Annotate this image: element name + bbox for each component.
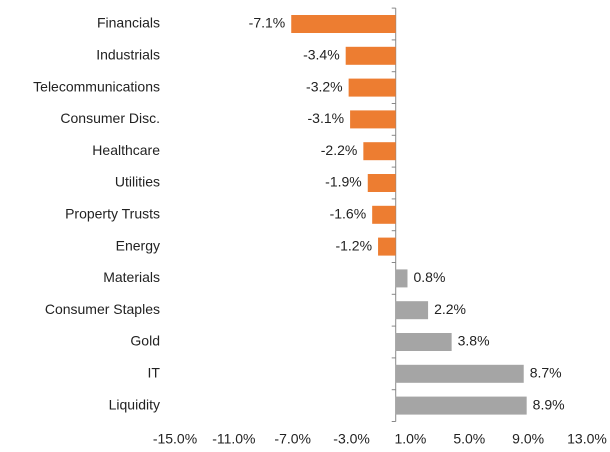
x-tick-label: 5.0% xyxy=(453,431,485,447)
bar xyxy=(350,110,396,129)
bar xyxy=(395,333,452,351)
bar xyxy=(348,78,396,97)
x-tick-label: -11.0% xyxy=(212,431,255,447)
value-label: -1.6% xyxy=(330,206,367,222)
x-tick-label: 1.0% xyxy=(394,431,426,447)
value-label: -2.2% xyxy=(321,142,358,158)
value-label: 0.8% xyxy=(413,269,445,285)
bar xyxy=(367,174,396,192)
category-label: Utilities xyxy=(115,174,160,190)
value-label: -7.1% xyxy=(249,15,286,31)
value-label: -3.2% xyxy=(306,78,343,94)
value-label: 8.9% xyxy=(533,396,565,412)
category-label: Financials xyxy=(97,15,160,31)
category-label: Energy xyxy=(116,237,160,253)
bar xyxy=(395,396,527,415)
value-label: 2.2% xyxy=(434,301,466,317)
category-label: Industrials xyxy=(96,47,160,63)
bar xyxy=(395,364,524,383)
category-label: Healthcare xyxy=(92,142,160,158)
bar xyxy=(378,237,396,256)
bar xyxy=(363,142,396,161)
bar xyxy=(291,15,396,33)
category-label: Telecommunications xyxy=(33,78,160,94)
bar xyxy=(395,301,429,320)
value-label: 3.8% xyxy=(458,333,490,349)
x-tick-label: -3.0% xyxy=(333,431,370,447)
category-label: Materials xyxy=(103,269,160,285)
x-tick-label: 9.0% xyxy=(512,431,544,447)
value-label: -1.9% xyxy=(325,174,362,190)
category-label: Consumer Disc. xyxy=(60,110,160,126)
bar xyxy=(395,269,408,288)
category-label: Consumer Staples xyxy=(45,301,160,317)
value-label: -3.1% xyxy=(308,110,345,126)
x-tick-label: -15.0% xyxy=(153,431,197,447)
value-label: -3.4% xyxy=(303,47,340,63)
x-tick-label: 13.0% xyxy=(567,431,607,447)
category-label: Liquidity xyxy=(109,396,160,412)
x-tick-label: -7.0% xyxy=(274,431,311,447)
category-label: IT xyxy=(148,365,161,381)
value-label: -1.2% xyxy=(335,237,372,253)
bar xyxy=(345,46,396,65)
value-label: 8.7% xyxy=(530,365,562,381)
category-label: Gold xyxy=(130,333,160,349)
category-label: Property Trusts xyxy=(65,206,160,222)
bar xyxy=(372,205,396,224)
